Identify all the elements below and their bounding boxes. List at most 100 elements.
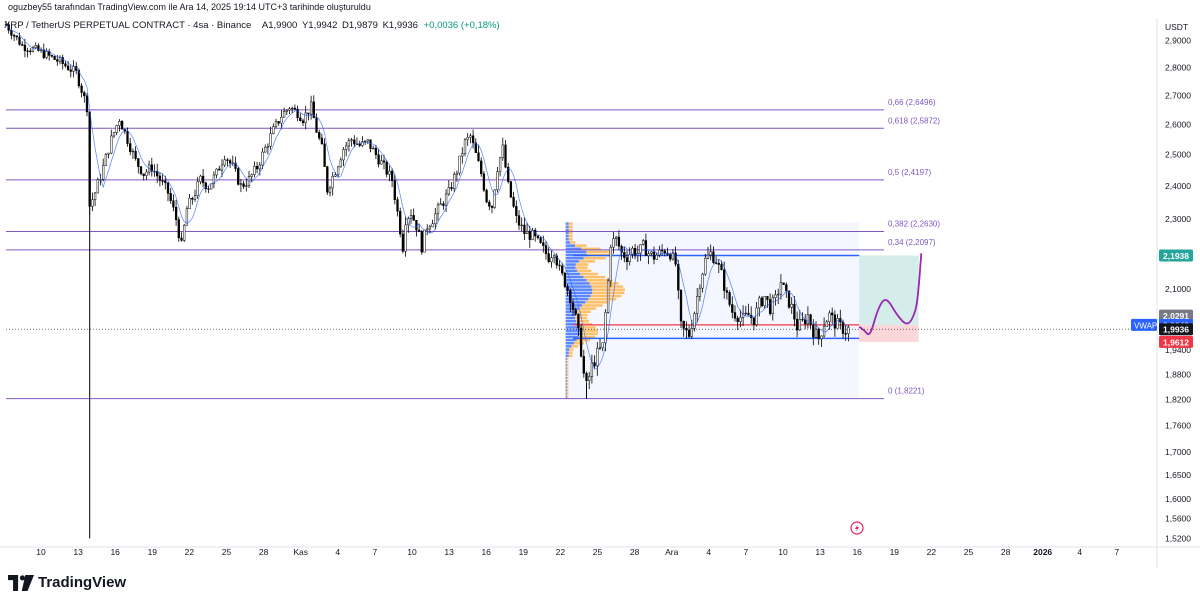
volume-profile-bar-down [566, 376, 569, 380]
candle-up [655, 254, 658, 260]
volume-profile-bar-up [565, 260, 579, 263]
candle-up [604, 312, 607, 344]
candle-up [501, 144, 504, 158]
candle-up [814, 328, 818, 338]
candle-up [744, 312, 747, 315]
price-chart[interactable]: 0,66 (2,6496) 0,618 (2,5872) 0,5 (2,4197) 0… [0, 18, 1200, 568]
volume-profile-bar-up [565, 326, 580, 329]
chart-frame[interactable]: 0,66 (2,6496) 0,618 (2,5872) 0,5 (2,4197) 0… [0, 18, 1200, 568]
long-position-tool[interactable] [859, 255, 919, 342]
x-tick-label: 10 [36, 547, 46, 557]
candle-up [91, 199, 94, 207]
candle-up [704, 258, 707, 275]
candle-up [220, 164, 224, 171]
x-tick-label: 13 [815, 547, 825, 557]
projection-path[interactable] [858, 253, 923, 336]
candle-down [768, 299, 772, 314]
candle-up [706, 254, 710, 259]
candle-down [374, 147, 378, 155]
tradingview-wordmark: TradingView [38, 574, 127, 591]
candle-down [833, 314, 837, 329]
candle-up [34, 45, 37, 48]
candle-up [212, 174, 216, 185]
volume-profile-bar-up [565, 389, 567, 392]
volume-profile-bar-up [565, 225, 569, 229]
volume-profile-bar-up [565, 338, 577, 342]
volume-profile-bar-up [565, 354, 569, 358]
candle-down [164, 180, 167, 184]
candle-down [731, 304, 734, 313]
candle-down [717, 263, 720, 265]
candle-down [218, 168, 221, 171]
candle-down [415, 219, 418, 231]
position-target-zone[interactable] [859, 255, 919, 325]
price-label-text: 1,9612 [1163, 337, 1189, 347]
volume-profile-bar-down [575, 244, 587, 247]
candle-down [682, 320, 685, 329]
candle-down [547, 253, 550, 263]
price-projection[interactable] [850, 253, 923, 535]
candle-down [161, 180, 164, 182]
x-tick-label: 16 [481, 547, 491, 557]
candle-down [18, 36, 21, 45]
axes-layer: USDT 2,9000 2,8000 2,7000 2,6000 2,5000 2,4000… [0, 18, 1200, 568]
volume-profile-bar-down [568, 228, 573, 232]
candle-up [426, 228, 429, 231]
candle-down [61, 57, 64, 64]
candle-up [423, 229, 426, 253]
candle-down [733, 312, 737, 319]
fib-retracement[interactable]: 0,66 (2,6496) 0,618 (2,5872) 0,5 (2,4197) 0… [6, 98, 940, 400]
symbol-infobar: XRP / TetherUS PERPETUAL CONTRACT · 4sa … [4, 20, 500, 31]
candle-down [315, 117, 318, 133]
candle-up [350, 139, 353, 141]
volume-profile-bar-down [588, 297, 617, 301]
candle-down [517, 215, 521, 226]
candle-down [390, 170, 394, 181]
price-label-text: 2,1938 [1163, 251, 1189, 261]
candle-up [282, 111, 286, 118]
volume-profile-bar-up [565, 323, 578, 326]
candle-down [488, 201, 491, 207]
candle-down [80, 85, 83, 93]
candle-up [210, 183, 213, 190]
candle-down [687, 329, 691, 337]
volume-profile-bar-up [565, 250, 587, 254]
candle-up [380, 160, 383, 165]
candle-down [318, 132, 321, 139]
candle-down [752, 317, 756, 326]
volume-profile-bar-up [565, 310, 577, 314]
volume-profile-bar-down [586, 279, 613, 282]
tradingview-brand[interactable]: TradingView [8, 574, 126, 591]
candle-down [793, 303, 796, 320]
x-tick-label: 19 [890, 547, 900, 557]
candle-up [498, 157, 502, 172]
candle-up [439, 203, 442, 206]
volume-profile-bar-down [569, 348, 574, 351]
volume-profile-bar-down [575, 266, 588, 269]
volume-profile-bar-up [565, 291, 593, 295]
fib-level-label: 0,618 (2,5872) [888, 116, 940, 125]
candle-up [525, 230, 529, 235]
volume-profile-bar-down [590, 294, 622, 298]
chart-attribution: oguzbey55 tarafından TradingView.com ile… [8, 2, 371, 12]
candle-up [280, 116, 283, 124]
volume-profile-bar-down [566, 392, 569, 395]
volume-profile-bar-up [565, 341, 574, 345]
y-tick-label: 2,9000 [1165, 35, 1191, 45]
candle-down [542, 242, 545, 246]
candle-up [701, 273, 704, 289]
candle-down [844, 333, 847, 335]
volume-profile-bar-up [565, 269, 578, 273]
candle-up [264, 147, 267, 153]
candle-down [237, 168, 240, 185]
volume-profile-bar-up [565, 234, 569, 238]
volume-profile-bar-down [575, 263, 589, 266]
candle-up [598, 347, 602, 349]
volume-profile-bar-down [566, 382, 569, 386]
candle-down [169, 193, 172, 201]
candle-down [674, 252, 677, 265]
candle-up [639, 244, 642, 254]
symbol-title[interactable]: XRP / TetherUS PERPETUAL CONTRACT · 4sa … [4, 20, 252, 31]
candle-up [45, 51, 48, 58]
volume-profile-bar-down [576, 338, 591, 342]
